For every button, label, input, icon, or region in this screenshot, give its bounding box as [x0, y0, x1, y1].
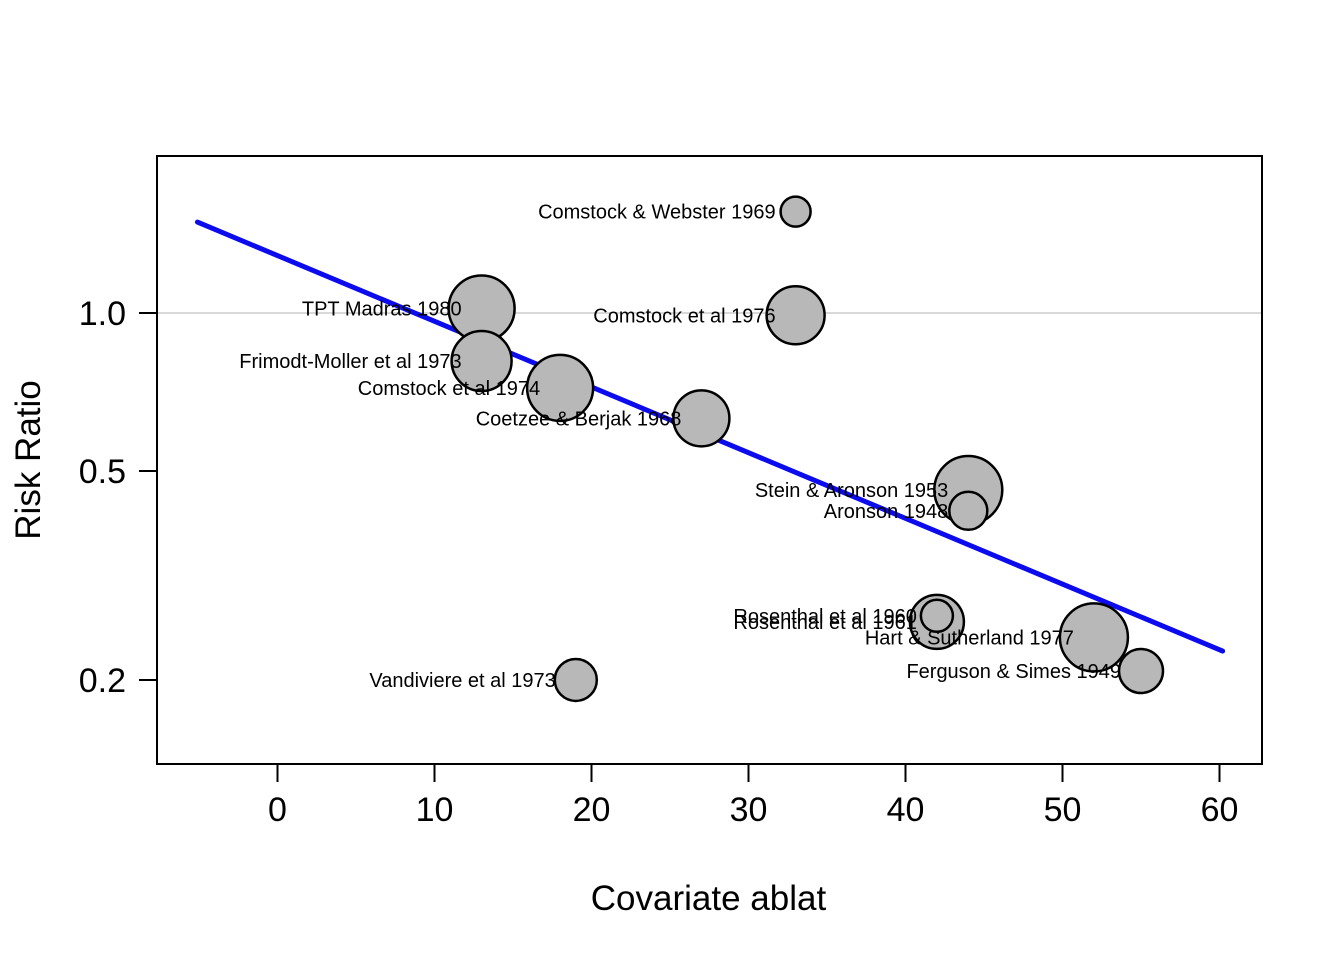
study-label: Comstock et al 1976 [593, 305, 775, 327]
study-bubble [1058, 602, 1130, 673]
x-axis-tick-label: 10 [416, 791, 454, 829]
x-axis-tick-label: 20 [573, 791, 611, 829]
study-bubble [553, 657, 599, 703]
plot-frame [156, 155, 1263, 765]
study-label: Hart & Sutherland 1977 [865, 627, 1074, 649]
x-axis-tick-label: 50 [1044, 791, 1082, 829]
x-axis-tick-label: 40 [887, 791, 925, 829]
x-axis-tick-label: 30 [730, 791, 768, 829]
study-label: Ferguson & Simes 1949 [906, 661, 1121, 683]
y-axis-tick-label: 0.2 [79, 662, 126, 700]
study-label: Aronson 1948 [824, 501, 949, 523]
study-label: Comstock & Webster 1969 [538, 202, 776, 224]
x-axis-tick-label: 0 [268, 791, 287, 829]
x-axis-tick-label: 60 [1201, 791, 1239, 829]
study-bubble [450, 329, 513, 393]
x-axis-title: Covariate ablat [591, 879, 827, 918]
study-label: Comstock et al 1974 [358, 378, 540, 400]
study-bubble [525, 353, 595, 423]
study-label: Frimodt-Moller et al 1973 [239, 351, 461, 373]
study-bubble [672, 389, 731, 448]
y-axis-tick-label: 0.5 [79, 453, 126, 491]
study-label: Rosenthal et al 1961 [733, 612, 916, 634]
study-bubble [765, 285, 826, 346]
study-bubble [919, 598, 955, 634]
y-axis-title: Risk Ratio [9, 380, 48, 539]
study-label: Coetzee & Berjak 1968 [476, 408, 682, 430]
study-label: TPT Madras 1980 [302, 298, 462, 320]
study-bubble [779, 195, 812, 228]
study-bubble [948, 490, 989, 532]
study-bubble [1117, 647, 1165, 695]
study-label: Vandiviere et al 1973 [369, 670, 555, 692]
study-label: Stein & Aronson 1953 [755, 480, 948, 502]
study-label: Rosenthal et al 1960 [733, 606, 916, 628]
y-axis-tick-label: 1.0 [79, 295, 126, 333]
